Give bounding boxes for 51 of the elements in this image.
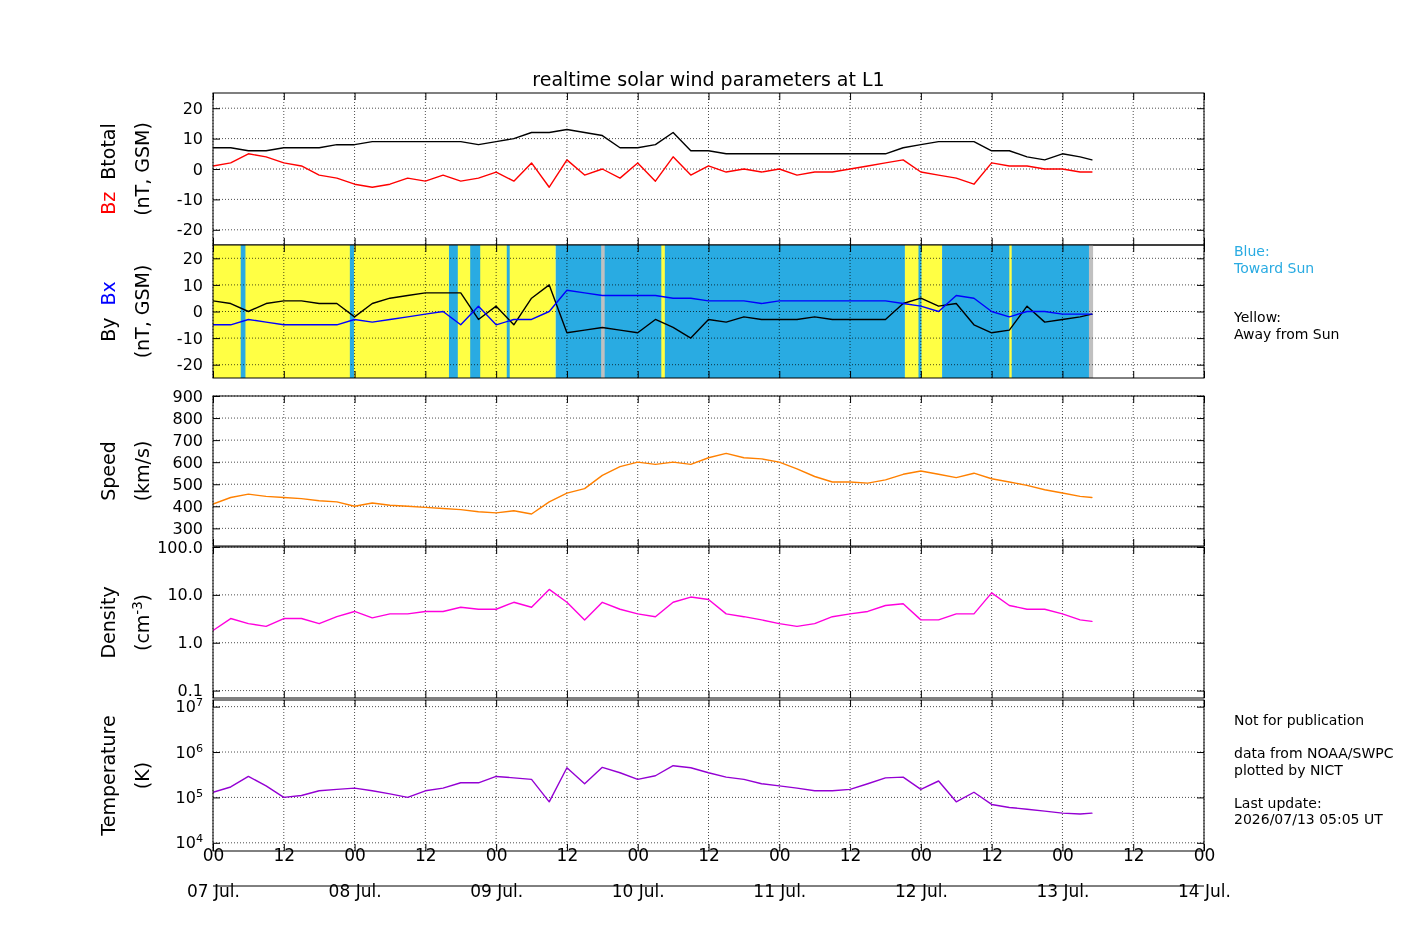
y-tick-label: 900 — [172, 386, 203, 406]
text: Not for publication — [1234, 712, 1365, 728]
x-tick-label: 12 — [839, 845, 862, 865]
x-tick-label: 12 — [415, 845, 437, 865]
text: Btotal — [97, 123, 119, 192]
x-tick-label: 00 14 Jul. — [1178, 845, 1231, 901]
y-tick-label: 1.0 — [177, 633, 203, 653]
y-tick-label: 800 — [172, 408, 203, 428]
y-tick-label: 700 — [172, 430, 203, 450]
y-tick-label: -10 — [176, 190, 203, 210]
text: Yellow: Away from Sun — [1233, 309, 1340, 342]
y-tick-label: 300 — [172, 518, 203, 538]
y-tick-label: 10$^{5}$ — [175, 786, 203, 808]
y-tick-label: 500 — [172, 474, 203, 494]
y-tick-label: 20 — [182, 98, 203, 118]
text: Last update: 2026/07/13 05:05 UT — [1234, 794, 1384, 827]
x-tick-label: 12 — [556, 845, 579, 865]
y-tick-label: 20 — [182, 248, 203, 268]
y-tick-label: 0 — [192, 302, 203, 322]
y-tick-label: -20 — [176, 355, 203, 375]
x-tick-label: 00 11 Jul. — [753, 845, 807, 901]
x-tick-label: 00 09 Jul. — [470, 845, 524, 901]
text: Bx — [97, 281, 119, 318]
y-tick-label: -20 — [176, 220, 203, 240]
x-tick-label: 00 08 Jul. — [328, 845, 382, 901]
y-tick-label: -10 — [176, 328, 203, 348]
text: data from NOAA/SWPC plotted by NICT — [1234, 745, 1394, 778]
chart-title: realtime solar wind parameters at L1 — [532, 68, 885, 90]
y-axis-title: (nT, GSM) — [131, 122, 153, 216]
x-tick-label: 00 13 Jul. — [1036, 845, 1090, 901]
y-axis-title: Speed (km/s) — [97, 440, 153, 502]
y-tick-label: 10$^{7}$ — [175, 695, 203, 717]
y-tick-label: 600 — [172, 452, 203, 472]
text: By — [97, 317, 119, 342]
y-tick-label: 10$^{6}$ — [175, 741, 203, 762]
x-tick-label: 00 12 Jul. — [894, 845, 948, 901]
y-tick-label: 0 — [192, 159, 203, 179]
x-tick-label: 00 10 Jul. — [611, 845, 665, 901]
y-axis-title: Temperature (K) — [97, 715, 153, 837]
x-tick-label: 12 — [273, 845, 296, 865]
y-tick-label: 10 — [182, 129, 203, 149]
x-tick-label: 12 — [1122, 845, 1145, 865]
y-tick-label: 100.0 — [157, 537, 203, 557]
text: Blue: Toward Sun — [1233, 243, 1315, 276]
y-axis-title: (nT, GSM) — [131, 264, 153, 359]
x-tick-label: 12 — [698, 845, 720, 865]
y-tick-label: 10 — [182, 275, 203, 295]
y-tick-label: 400 — [172, 496, 203, 516]
y-tick-label: 10.0 — [167, 585, 203, 605]
x-tick-label: 12 — [981, 845, 1003, 865]
text: Bz — [97, 191, 119, 215]
